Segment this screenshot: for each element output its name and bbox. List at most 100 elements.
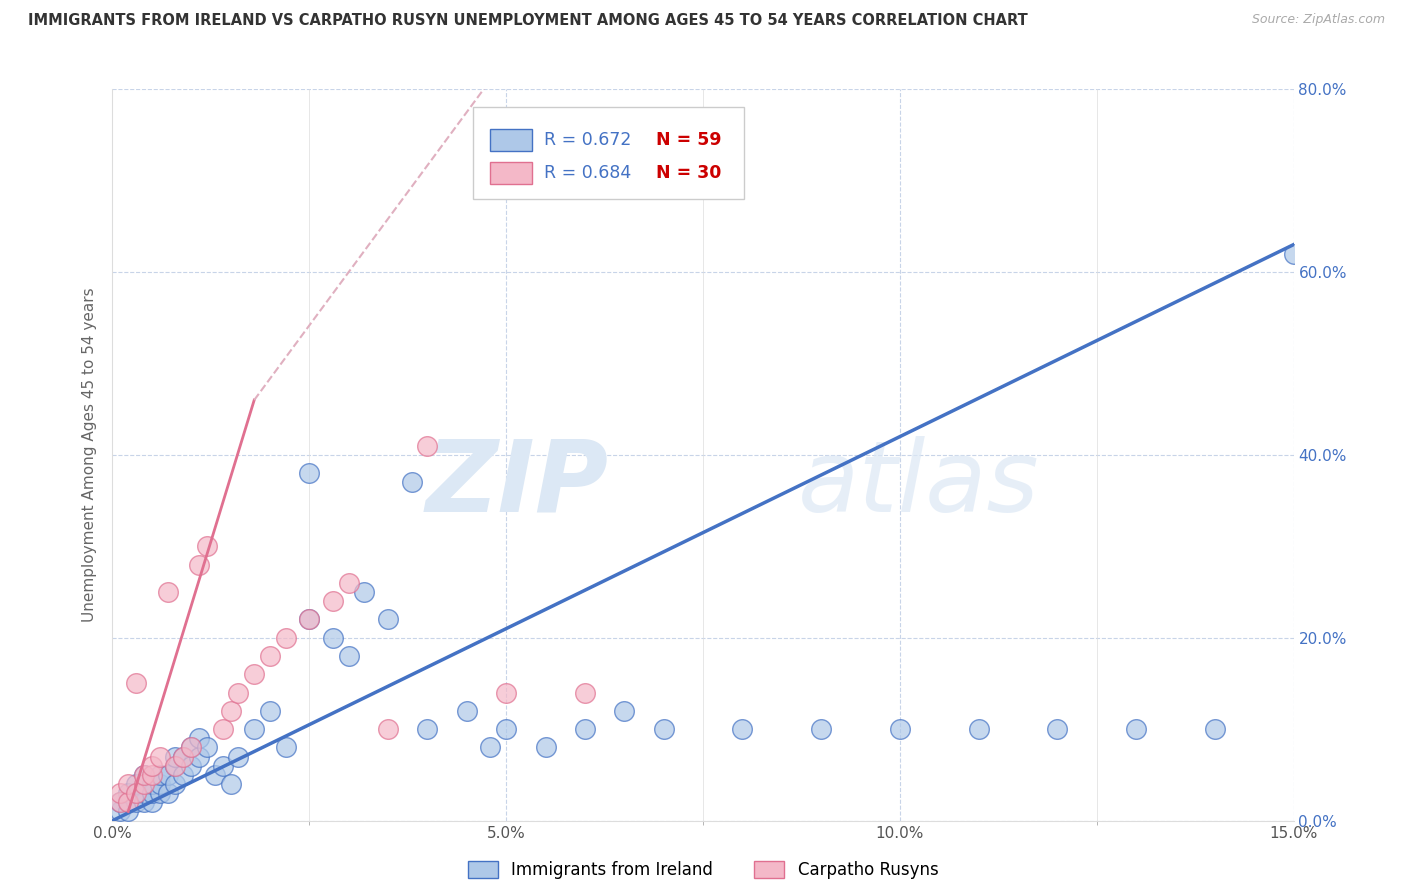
Point (574, 723, 596, 737)
Point (165, 749, 187, 764)
Point (188, 558, 211, 572)
Point (259, 704, 281, 718)
Point (149, 749, 172, 764)
Point (479, 740, 502, 755)
Point (274, 740, 297, 755)
Point (132, 768, 155, 782)
Point (149, 777, 172, 791)
Point (1125, 723, 1147, 737)
Point (132, 786, 155, 800)
FancyBboxPatch shape (491, 162, 531, 185)
Y-axis label: Unemployment Among Ages 45 to 54 years: Unemployment Among Ages 45 to 54 years (82, 287, 97, 623)
Point (156, 786, 179, 800)
Point (117, 796, 139, 810)
Point (141, 786, 163, 800)
Point (165, 758, 187, 772)
Point (967, 723, 990, 737)
Point (195, 539, 218, 553)
Text: IMMIGRANTS FROM IRELAND VS CARPATHO RUSYN UNEMPLOYMENT AMONG AGES 45 TO 54 YEARS: IMMIGRANTS FROM IRELAND VS CARPATHO RUSY… (28, 13, 1028, 29)
Point (156, 585, 179, 599)
Point (259, 649, 281, 664)
Point (298, 466, 321, 480)
Point (337, 576, 360, 591)
Point (125, 786, 148, 800)
Point (172, 768, 194, 782)
Point (219, 777, 242, 791)
Point (204, 768, 226, 782)
Point (337, 649, 360, 664)
Point (810, 723, 832, 737)
Point (125, 796, 148, 810)
Point (298, 613, 321, 627)
Point (117, 777, 139, 791)
Text: N = 30: N = 30 (655, 164, 721, 182)
Point (188, 731, 211, 746)
Point (401, 475, 423, 490)
Point (141, 758, 163, 772)
Point (211, 723, 233, 737)
Point (141, 796, 163, 810)
Point (125, 676, 148, 690)
Point (195, 740, 218, 755)
Point (613, 704, 636, 718)
Point (117, 805, 139, 819)
Point (132, 796, 155, 810)
Point (298, 613, 321, 627)
Point (125, 786, 148, 800)
Point (416, 439, 439, 453)
Point (456, 704, 478, 718)
Point (219, 704, 242, 718)
Point (172, 749, 194, 764)
Point (125, 777, 148, 791)
Point (889, 723, 911, 737)
Text: N = 59: N = 59 (655, 131, 721, 149)
Point (534, 740, 557, 755)
Point (132, 777, 155, 791)
Text: atlas: atlas (797, 435, 1039, 533)
Point (322, 594, 344, 608)
Point (117, 786, 139, 800)
Point (274, 631, 297, 645)
Point (149, 786, 172, 800)
Point (495, 685, 517, 699)
Point (110, 805, 132, 819)
Point (180, 740, 202, 755)
Point (149, 768, 172, 782)
Point (228, 749, 250, 764)
Point (117, 796, 139, 810)
Point (416, 723, 439, 737)
Point (574, 685, 596, 699)
Text: R = 0.684: R = 0.684 (544, 164, 647, 182)
Point (141, 768, 163, 782)
Point (377, 613, 399, 627)
Point (1046, 723, 1069, 737)
Point (110, 796, 132, 810)
Point (172, 749, 194, 764)
Point (110, 796, 132, 810)
FancyBboxPatch shape (472, 108, 744, 199)
Point (156, 768, 179, 782)
Point (132, 768, 155, 782)
Point (243, 667, 266, 681)
Text: Source: ZipAtlas.com: Source: ZipAtlas.com (1251, 13, 1385, 27)
Point (353, 585, 375, 599)
FancyBboxPatch shape (491, 129, 531, 152)
Point (165, 758, 187, 772)
Point (165, 777, 187, 791)
Point (322, 631, 344, 645)
Legend: Immigrants from Ireland, Carpatho Rusyns: Immigrants from Ireland, Carpatho Rusyns (461, 854, 945, 886)
Point (180, 740, 202, 755)
Text: R = 0.672: R = 0.672 (544, 131, 647, 149)
Point (141, 777, 163, 791)
Point (211, 758, 233, 772)
Point (243, 723, 266, 737)
Point (731, 723, 754, 737)
Point (377, 723, 399, 737)
Point (1204, 723, 1226, 737)
Point (110, 786, 132, 800)
Point (1282, 246, 1305, 260)
Point (652, 723, 675, 737)
Text: ZIP: ZIP (426, 435, 609, 533)
Point (188, 749, 211, 764)
Point (495, 723, 517, 737)
